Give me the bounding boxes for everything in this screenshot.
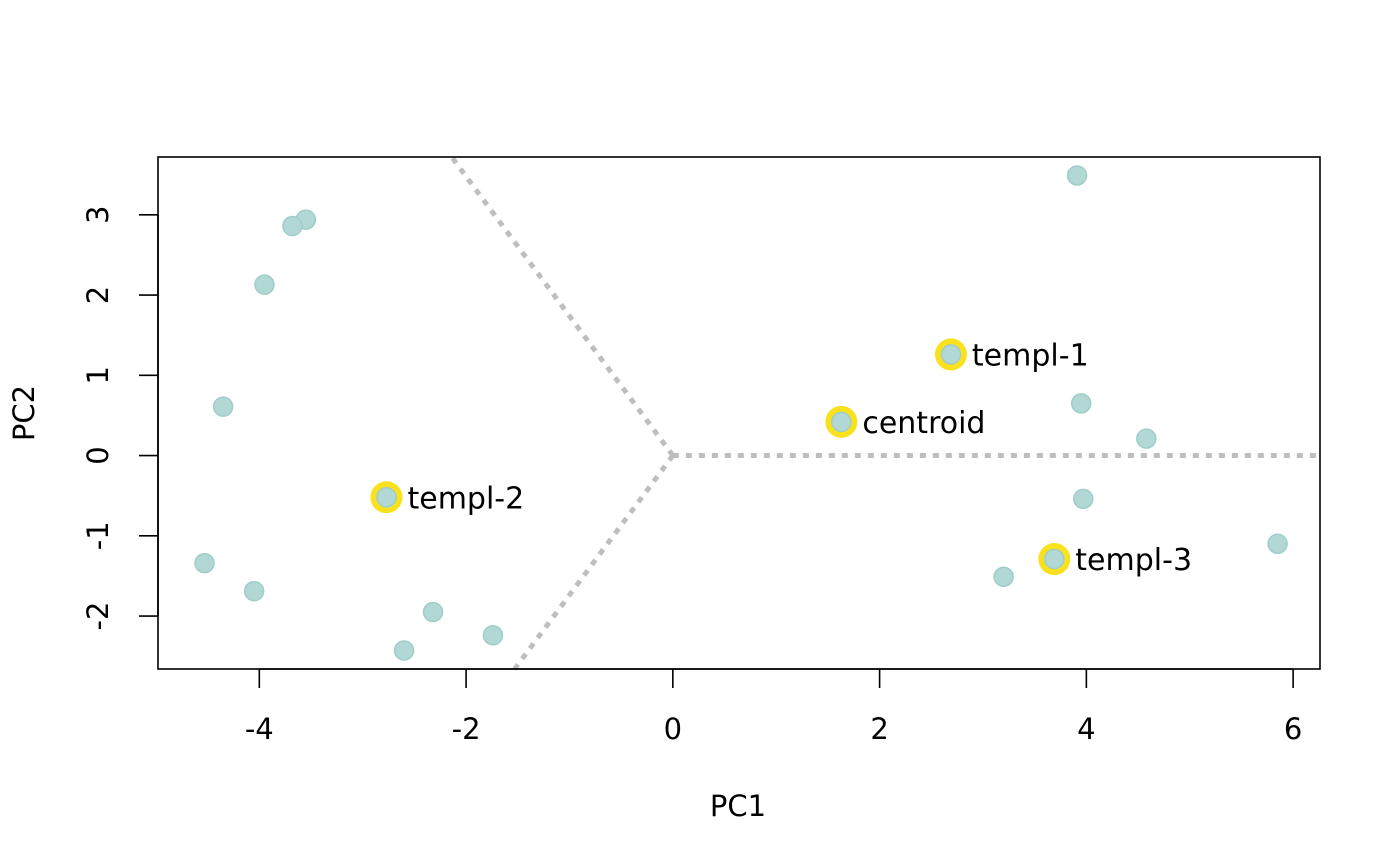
data-point	[243, 580, 265, 602]
y-axis: -2 -1 0 1 2 3	[81, 206, 159, 631]
data-point	[212, 396, 234, 417]
data-point	[1070, 393, 1092, 414]
labeled-point: centroid	[825, 405, 985, 441]
labeled-point: templ-1	[934, 338, 1089, 373]
labeled-point: templ-3	[1038, 543, 1192, 578]
x-tick-label: 4	[1077, 712, 1095, 746]
x-tick-label: 6	[1284, 712, 1302, 746]
data-point	[194, 552, 215, 574]
data-point	[422, 601, 444, 623]
labeled-points: templ-1 centroid templ-2 templ-3	[370, 338, 1192, 578]
x-tick-label: -4	[245, 712, 274, 746]
plot-frame	[157, 156, 1321, 670]
data-point	[1267, 533, 1288, 555]
y-axis-label: PC2	[7, 385, 41, 441]
data-point	[254, 274, 275, 295]
data-point	[393, 640, 415, 661]
labeled-point: templ-2	[370, 481, 524, 516]
point-label: templ-3	[1075, 543, 1192, 578]
data-point	[482, 625, 504, 646]
y-tick-label: 0	[81, 446, 115, 464]
y-tick-label: 1	[81, 366, 115, 384]
data-point	[1073, 488, 1094, 510]
x-tick-label: 2	[870, 712, 888, 746]
data-points	[194, 165, 1288, 661]
x-tick-label: -2	[452, 712, 481, 746]
data-point	[1066, 165, 1088, 186]
labeled-point-marker	[1044, 548, 1065, 570]
labeled-point-marker	[831, 411, 852, 433]
labeled-point-marker	[940, 344, 962, 365]
divider-line-2	[449, 155, 675, 458]
y-tick-label: 3	[81, 206, 115, 224]
point-label: templ-2	[407, 481, 524, 516]
data-point	[282, 215, 303, 237]
data-point	[1136, 428, 1157, 449]
y-tick-label: -1	[81, 521, 115, 550]
x-axis-label: PC1	[710, 789, 766, 823]
y-tick-label: 2	[81, 286, 115, 304]
divider-line-3	[512, 454, 675, 671]
y-tick-label: -2	[81, 602, 115, 631]
data-point	[993, 566, 1014, 587]
divider-lines	[449, 155, 1320, 671]
point-label: centroid	[862, 406, 985, 441]
x-axis: -4 -2 0 2 4 6	[245, 668, 1302, 746]
labeled-point-marker	[376, 487, 397, 508]
x-tick-label: 0	[664, 712, 682, 746]
point-label: templ-1	[972, 338, 1089, 373]
